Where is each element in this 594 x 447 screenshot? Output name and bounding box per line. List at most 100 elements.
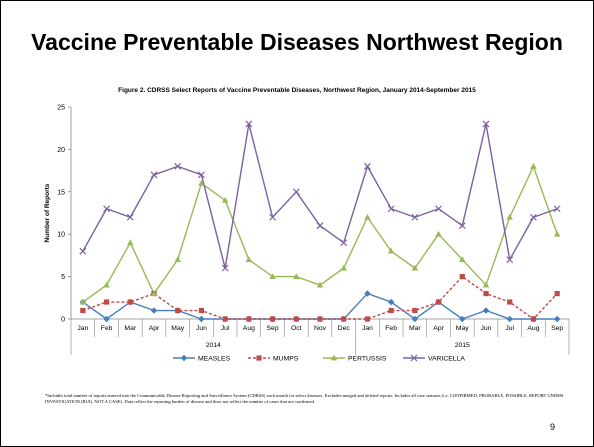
marker-stroke: [340, 239, 348, 247]
data-point-varicella: [411, 213, 419, 221]
x-tick-label: Aug: [527, 325, 539, 332]
marker-stroke: [364, 162, 371, 170]
data-point-pertussis: [387, 247, 395, 254]
data-point-pertussis: [482, 281, 490, 288]
series-line-varicella: [82, 123, 558, 269]
data-point-mumps: [530, 316, 537, 322]
slide-title: Vaccine Preventable Diseases Northwest R…: [31, 29, 563, 55]
marker-stroke: [316, 222, 324, 230]
x-tick-label: Aug: [243, 325, 255, 332]
marker-stroke: [269, 213, 276, 221]
marker-stroke: [150, 171, 158, 179]
marker-stroke: [292, 188, 300, 196]
data-point-measles: [482, 307, 490, 314]
data-point-varicella: [245, 120, 253, 128]
data-point-pertussis: [79, 298, 87, 305]
data-point-mumps: [269, 316, 276, 322]
data-point-mumps: [435, 299, 442, 305]
marker-stroke: [411, 213, 419, 221]
legend-label-mumps: MUMPS: [273, 356, 299, 363]
data-point-mumps: [293, 316, 299, 322]
x-tick-label: Apr: [433, 325, 444, 332]
data-point-varicella: [530, 213, 537, 221]
x-tick-label: Feb: [101, 325, 113, 332]
y-tick-label: 5: [61, 274, 65, 281]
x-tick-label: Jul: [505, 325, 514, 332]
data-point-pertussis: [174, 256, 181, 263]
x-tick-label: Nov: [314, 325, 327, 332]
data-point-measles: [458, 315, 466, 323]
year-label: 2014: [206, 342, 221, 349]
x-tick-label: Jul: [221, 325, 230, 332]
data-point-mumps: [246, 316, 252, 322]
marker-stroke: [458, 222, 466, 230]
legend-marker-pertussis: [330, 354, 338, 361]
x-tick-label: Mar: [124, 325, 136, 332]
figure-title: Figure 2. CDRSS Select Reports of Vaccin…: [118, 87, 476, 94]
data-point-varicella: [292, 188, 300, 196]
marker-stroke: [198, 171, 205, 179]
y-tick-label: 25: [57, 105, 65, 112]
data-point-varicella: [553, 205, 561, 213]
data-point-varicella: [506, 256, 514, 264]
series-line-measles: [82, 292, 558, 320]
data-point-varicella: [221, 264, 229, 272]
data-point-varicella: [316, 222, 324, 230]
data-point-varicella: [150, 171, 158, 179]
data-point-mumps: [222, 316, 228, 322]
data-point-pertussis: [340, 264, 347, 271]
marker-stroke: [126, 213, 134, 221]
legend-label-pertussis: PERTUSSIS: [348, 356, 387, 363]
data-point-varicella: [340, 239, 348, 247]
y-tick-label: 15: [57, 189, 65, 196]
marker-stroke: [174, 162, 182, 170]
x-tick-label: Sep: [551, 325, 563, 332]
legend-label-measles: MEASLES: [198, 356, 231, 363]
x-tick-label: Apr: [149, 325, 160, 332]
data-point-mumps: [198, 307, 205, 314]
data-point-varicella: [458, 222, 466, 230]
data-point-measles: [411, 315, 419, 323]
data-point-pertussis: [221, 196, 229, 203]
data-point-pertussis: [364, 213, 371, 220]
marker-stroke: [410, 354, 418, 362]
page-number: 9: [549, 422, 555, 432]
data-point-mumps: [483, 290, 489, 297]
data-point-mumps: [554, 290, 560, 297]
data-point-varicella: [79, 247, 87, 255]
data-point-mumps: [364, 316, 371, 322]
data-point-pertussis: [198, 179, 205, 186]
marker-stroke: [435, 205, 442, 213]
marker-stroke: [506, 256, 514, 264]
data-point-pertussis: [127, 239, 134, 246]
data-point-measles: [198, 315, 205, 323]
data-point-mumps: [341, 316, 347, 322]
data-point-mumps: [175, 307, 181, 314]
x-tick-label: Mar: [409, 325, 421, 332]
marker-stroke: [221, 264, 229, 272]
legend-marker-mumps: [256, 355, 262, 361]
x-tick-label: May: [456, 325, 469, 332]
x-tick-label: Jan: [77, 325, 88, 332]
data-point-mumps: [388, 307, 394, 314]
data-point-pertussis: [459, 256, 466, 263]
data-point-measles: [364, 290, 371, 297]
year-label: 2015: [455, 342, 470, 349]
data-point-varicella: [103, 205, 110, 213]
x-tick-label: Dec: [338, 325, 351, 332]
legend-marker-varicella: [410, 354, 418, 362]
data-point-measles: [150, 307, 158, 314]
y-axis-label: Number of Reports: [44, 183, 51, 242]
y-tick-label: 10: [57, 232, 65, 239]
data-point-varicella: [482, 120, 490, 128]
x-tick-label: Feb: [385, 325, 397, 332]
x-tick-label: Jun: [196, 325, 207, 332]
data-point-mumps: [127, 299, 133, 305]
marker-stroke: [553, 205, 561, 213]
data-point-pertussis: [316, 281, 324, 288]
data-point-varicella: [198, 171, 205, 179]
data-point-mumps: [80, 307, 86, 314]
data-point-varicella: [387, 205, 395, 213]
